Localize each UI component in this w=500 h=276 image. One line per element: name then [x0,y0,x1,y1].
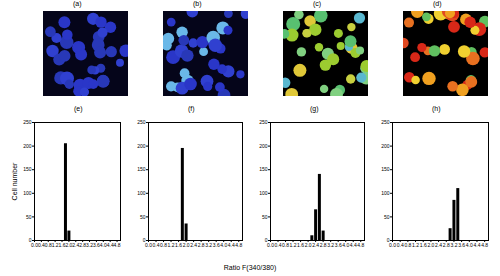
svg-text:150: 150 [137,166,146,172]
svg-text:1.6: 1.6 [297,242,304,248]
svg-text:150: 150 [259,166,268,172]
svg-text:1.2: 1.2 [168,242,175,248]
svg-text:0.8: 0.8 [160,242,167,248]
svg-text:4.8: 4.8 [114,242,121,248]
svg-text:3.2: 3.2 [327,242,334,248]
svg-text:3.2: 3.2 [205,242,212,248]
svg-text:0: 0 [264,237,268,244]
svg-text:0.8: 0.8 [282,242,289,248]
svg-text:50: 50 [26,214,32,220]
svg-text:50: 50 [140,214,146,220]
html-text:(a): (a) [73,0,82,7]
svg-text:250: 250 [259,119,268,125]
svg-text:1.6: 1.6 [175,242,182,248]
html-text:Ratio F(340/380): Ratio F(340/380) [223,264,277,271]
svg-text:200: 200 [259,143,268,149]
svg-text:50: 50 [262,214,268,220]
svg-text:0.4: 0.4 [397,242,404,248]
html-text:0.0 0.4 0.8 1.2 1.6 2.0 2.4 2.: 0.0 0.4 0.8 1.2 1.6 2.0 2.4 2.8 3.2 3.6 … [31,242,114,249]
svg-text:2.0: 2.0 [183,242,190,248]
svg-text:3.6: 3.6 [213,242,220,248]
svg-text:1.6: 1.6 [420,242,427,248]
svg-text:4.0: 4.0 [342,242,349,248]
svg-text:2.8: 2.8 [443,242,450,248]
svg-text:3.2: 3.2 [450,242,457,248]
html-text:(f): (f) [188,105,195,112]
svg-text:4.8: 4.8 [235,242,242,248]
svg-text:0.0: 0.0 [267,242,274,248]
svg-text:50: 50 [384,214,390,220]
svg-text:250: 250 [137,119,146,125]
svg-text:150: 150 [381,166,390,172]
svg-text:200: 200 [381,143,390,149]
svg-text:200: 200 [137,143,146,149]
svg-text:1.2: 1.2 [412,242,419,248]
html-text:(b): (b) [193,0,202,7]
svg-text:3.6: 3.6 [335,242,342,248]
html-text:(c): (c) [313,0,322,7]
svg-text:0.4: 0.4 [153,242,160,248]
svg-text:0.4: 0.4 [275,242,282,248]
svg-text:2.0: 2.0 [305,242,312,248]
svg-text:2.8: 2.8 [198,242,205,248]
svg-text:150: 150 [23,166,32,172]
svg-text:1.2: 1.2 [290,242,297,248]
html-text:(h): (h) [432,105,441,112]
svg-text:Cell number: Cell number [11,162,18,200]
svg-text:100: 100 [381,190,390,196]
svg-text:4.0: 4.0 [220,242,227,248]
svg-text:250: 250 [381,119,390,125]
svg-text:2.4: 2.4 [190,242,197,248]
svg-text:4.4: 4.4 [350,242,357,248]
html-text:(d): (d) [433,0,442,7]
svg-text:4.8: 4.8 [357,242,364,248]
svg-text:250: 250 [23,119,32,125]
svg-text:3.6: 3.6 [458,242,465,248]
svg-text:4.4: 4.4 [228,242,235,248]
svg-text:2.4: 2.4 [435,242,442,248]
svg-text:0: 0 [386,237,390,244]
svg-text:4.0: 4.0 [466,242,473,248]
html-text:(g): (g) [310,105,319,112]
svg-text:0.0: 0.0 [389,242,396,248]
svg-text:2.0: 2.0 [427,242,434,248]
svg-text:100: 100 [137,190,146,196]
svg-text:200: 200 [23,143,32,149]
svg-text:0.0: 0.0 [145,242,152,248]
svg-text:0: 0 [142,237,146,244]
svg-text:2.8: 2.8 [320,242,327,248]
html-text:(e): (e) [74,105,83,112]
svg-text:100: 100 [259,190,268,196]
svg-text:4.4: 4.4 [474,242,481,248]
svg-text:2.4: 2.4 [312,242,319,248]
svg-text:0: 0 [28,237,32,244]
svg-text:100: 100 [23,190,32,196]
svg-text:4.8: 4.8 [481,242,488,248]
svg-text:0.8: 0.8 [404,242,411,248]
